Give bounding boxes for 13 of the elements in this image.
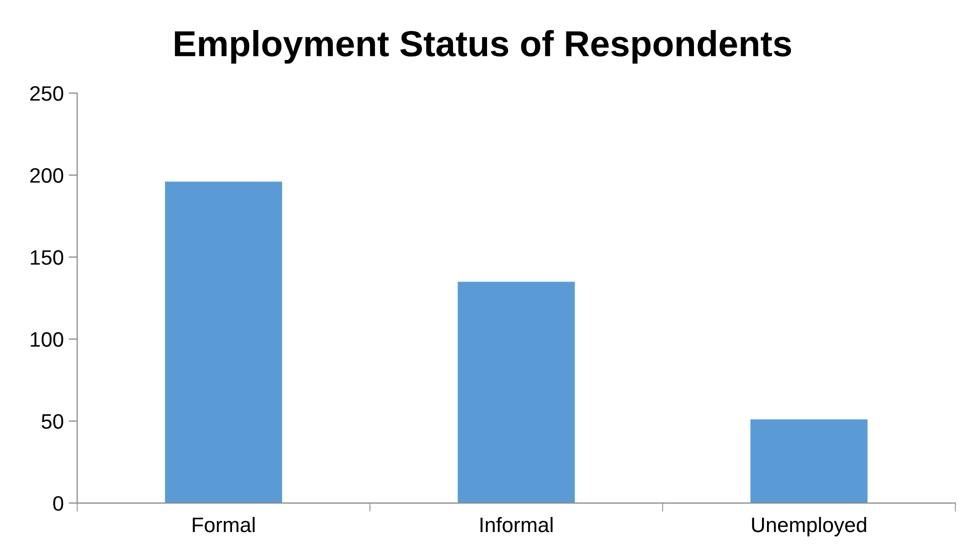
bar — [750, 419, 868, 504]
y-tick-label: 100 — [30, 332, 64, 347]
y-tick-label: 0 — [53, 496, 64, 511]
y-tick-label: 150 — [30, 250, 64, 265]
x-tick-label: Informal — [480, 516, 553, 532]
bar — [165, 182, 282, 504]
y-tick-label: 50 — [42, 414, 64, 429]
x-tick-label: Formal — [192, 516, 255, 532]
y-tick-label: 250 — [30, 86, 64, 101]
bar — [458, 282, 575, 504]
chart-title: Employment Status of Respondents — [174, 30, 792, 64]
y-tick-label: 200 — [30, 168, 64, 183]
x-tick-label: Unemployed — [752, 516, 866, 536]
